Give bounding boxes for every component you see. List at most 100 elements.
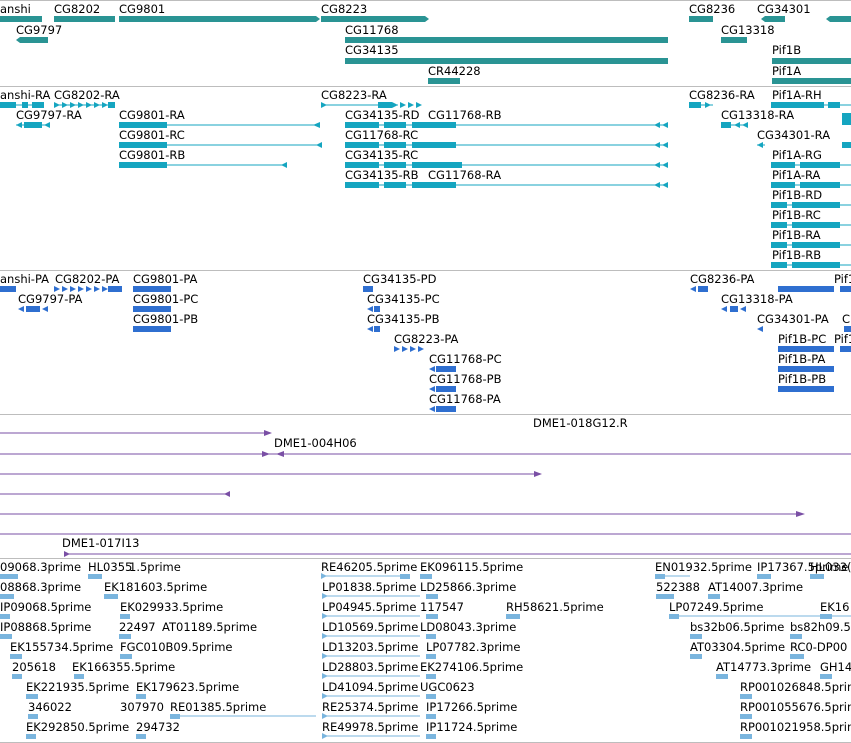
est-label[interactable]: RE25374.5prime: [322, 700, 419, 714]
transcript-label[interactable]: CG9801-RA: [119, 108, 185, 122]
est-label[interactable]: LD08043.3prime: [420, 620, 517, 634]
gene-label[interactable]: CG9801: [119, 2, 166, 16]
est-label[interactable]: LP01838.5prime: [322, 580, 417, 594]
protein-label[interactable]: CG8202-PA: [55, 272, 120, 286]
est-label[interactable]: IP11724.5prime: [426, 720, 518, 734]
gene-label[interactable]: Pif1A: [772, 64, 802, 78]
est-label[interactable]: 205618: [12, 660, 56, 674]
gene-label[interactable]: CG9797: [16, 23, 63, 37]
transcript-label[interactable]: CG9801-RB: [119, 148, 186, 162]
transcript-label[interactable]: Pif1B-RB: [772, 248, 822, 262]
gene-label[interactable]: CG8202: [54, 2, 101, 16]
est-label[interactable]: IP09068.5prime: [0, 600, 92, 614]
transcript-glyphs[interactable]: [0, 87, 851, 270]
gene-label[interactable]: CG13318: [721, 23, 775, 37]
est-label[interactable]: AT01189.5prime: [162, 620, 258, 634]
protein-label[interactable]: Pif1B-PA: [778, 352, 826, 366]
est-label[interactable]: UGC0623: [420, 680, 475, 694]
est-label[interactable]: LP07249.5prime: [669, 600, 764, 614]
est-label[interactable]: EN01932.5prime: [655, 560, 752, 574]
est-label[interactable]: EK181603.5prime: [104, 580, 208, 594]
est-label[interactable]: IP08868.5prime: [0, 620, 92, 634]
transcript-label[interactable]: CG8223-RA: [321, 88, 387, 102]
protein-label[interactable]: CG34135-PD: [363, 272, 437, 286]
gene-label[interactable]: CG8223: [321, 2, 368, 16]
est-label[interactable]: HL033(: [810, 560, 851, 574]
protein-label[interactable]: CG8223-PA: [394, 332, 459, 346]
est-label[interactable]: LD10569.5prime: [322, 620, 419, 634]
est-label[interactable]: AT14773.3prime: [716, 660, 812, 674]
transcript-label[interactable]: Pif1A-RG: [772, 148, 822, 162]
est-label[interactable]: 522388: [656, 580, 700, 594]
transcript-label[interactable]: CG9801-RC: [119, 128, 185, 142]
est-label[interactable]: 346022: [28, 700, 72, 714]
protein-label[interactable]: CG34135-PC: [367, 292, 440, 306]
est-label[interactable]: bs82h09.5: [790, 620, 851, 634]
transcript-label[interactable]: CG8202-RA: [54, 88, 120, 102]
est-label[interactable]: 117547: [420, 600, 464, 614]
est-label[interactable]: EK029933.5prime: [120, 600, 224, 614]
est-label[interactable]: RE01385.5prime: [170, 700, 267, 714]
clone-label[interactable]: DME1-018G12.R: [533, 416, 628, 430]
protein-label[interactable]: CG34301-PA: [757, 312, 829, 326]
protein-glyphs[interactable]: [0, 271, 851, 414]
transcript-label[interactable]: Pif1A-RH: [772, 88, 822, 102]
transcript-label[interactable]: CG34135-RB: [345, 168, 419, 182]
protein-label[interactable]: C: [842, 312, 851, 326]
est-label[interactable]: bs32b06.5prime: [690, 620, 785, 634]
protein-label[interactable]: CG9801-PB: [133, 312, 199, 326]
transcript-label[interactable]: Pif1B-RC: [772, 208, 821, 222]
protein-label[interactable]: CG9801-PA: [133, 272, 198, 286]
protein-label[interactable]: CG9801-PC: [133, 292, 199, 306]
protein-label[interactable]: anshi-PA: [0, 272, 50, 286]
est-label[interactable]: LD13203.5prime: [322, 640, 419, 654]
transcript-label[interactable]: CG9797-RA: [16, 108, 82, 122]
est-label[interactable]: RP001026848.5prime: [740, 680, 851, 694]
est-label[interactable]: RE46205.5prime: [321, 560, 418, 574]
est-label[interactable]: 08868.3prime: [0, 580, 82, 594]
clone-label[interactable]: DME1-017I13: [62, 536, 140, 550]
transcript-label[interactable]: Pif1B-RD: [772, 188, 823, 202]
transcript-label[interactable]: CG13318-RA: [721, 108, 795, 122]
protein-label[interactable]: CG11768-PB: [429, 372, 502, 386]
gene-label[interactable]: CG11768: [345, 23, 399, 37]
transcript-label[interactable]: CG8236-RA: [689, 88, 755, 102]
est-label[interactable]: 09068.3prime: [0, 560, 82, 574]
est-label[interactable]: EK166355.5prime: [72, 660, 176, 674]
est-label[interactable]: EK274106.5prime: [420, 660, 524, 674]
gene-label[interactable]: CG8236: [689, 2, 736, 16]
gene-glyphs[interactable]: [0, 0, 851, 86]
est-label[interactable]: LD25866.3prime: [420, 580, 517, 594]
transcript-label[interactable]: Pif1A-RA: [772, 168, 821, 182]
est-label[interactable]: RC0-DP00: [790, 640, 848, 654]
est-label[interactable]: EK292850.5prime: [26, 720, 130, 734]
est-label[interactable]: IP17266.5prime: [426, 700, 518, 714]
gene-label[interactable]: CG34135: [345, 43, 399, 57]
protein-label[interactable]: CG13318-PA: [721, 292, 793, 306]
clone-label[interactable]: DME1-004H06: [274, 436, 357, 450]
est-label[interactable]: 294732: [136, 720, 180, 734]
est-label[interactable]: LD28803.5prime: [322, 660, 419, 674]
transcript-label[interactable]: CG11768-RC: [345, 128, 419, 142]
est-label[interactable]: FGC010B09.5prime: [120, 640, 233, 654]
protein-label[interactable]: CG11768-PA: [429, 392, 501, 406]
est-label[interactable]: EK16: [820, 600, 850, 614]
transcript-label[interactable]: CG34135-RC: [345, 148, 419, 162]
est-glyphs[interactable]: [0, 559, 851, 742]
est-label[interactable]: AT03304.5prime: [690, 640, 786, 654]
gene-label[interactable]: CG34301: [757, 2, 811, 16]
est-label[interactable]: IP17367.5prime: [757, 560, 849, 574]
transcript-label[interactable]: CG11768-RA: [428, 168, 502, 182]
est-label[interactable]: EK155734.5prime: [10, 640, 114, 654]
est-label[interactable]: RE49978.5prime: [322, 720, 419, 734]
est-label[interactable]: RP001055676.5prime: [740, 700, 851, 714]
protein-label[interactable]: CG34135-PB: [367, 312, 440, 326]
est-label[interactable]: LD41094.5prime: [322, 680, 419, 694]
protein-label[interactable]: Pif1: [834, 332, 851, 346]
protein-label[interactable]: CG11768-PC: [429, 352, 502, 366]
gene-label[interactable]: anshi: [0, 2, 31, 16]
gene-label[interactable]: Pif1B: [772, 43, 802, 57]
transcript-label[interactable]: Pif1B-RA: [772, 228, 821, 242]
est-label[interactable]: AT14007.3prime: [708, 580, 804, 594]
est-label[interactable]: EK221935.5prime: [26, 680, 130, 694]
